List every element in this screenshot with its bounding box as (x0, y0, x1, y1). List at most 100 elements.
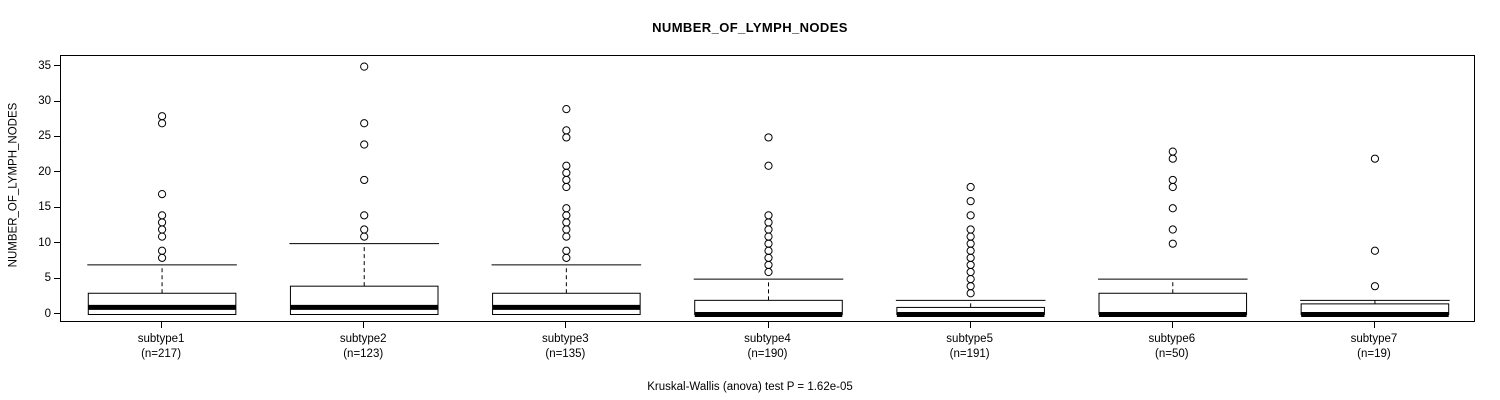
outlier-point (764, 267, 773, 277)
outlier-point (157, 112, 167, 121)
outlier-point (157, 253, 167, 262)
outlier-point (966, 239, 975, 248)
boxplot-series (87, 62, 1450, 318)
x-axis-tick (1171, 322, 1173, 328)
x-axis-tick-label: subtype1 (n=217) (138, 332, 185, 362)
outlier-point (966, 225, 975, 234)
outlier-point (966, 274, 975, 284)
outlier-point (764, 232, 773, 241)
outlier-point (764, 253, 773, 262)
x-axis-tick-label: subtype6 (n=50) (1148, 332, 1195, 362)
x-axis-group-name: subtype7 (1350, 333, 1398, 345)
x-axis-group-name: subtype4 (744, 333, 791, 345)
outlier-point (764, 225, 773, 234)
outlier-point (562, 232, 571, 241)
y-axis-tick-label: 0 (44, 307, 51, 320)
outlier-point (1168, 182, 1177, 192)
x-axis-tick (565, 322, 567, 328)
outlier-point (764, 211, 773, 220)
x-axis-tick-label: subtype3 (n=135) (542, 332, 589, 362)
outlier-point (562, 225, 571, 234)
outlier-point (360, 211, 369, 220)
x-axis-tick (161, 322, 163, 328)
x-axis-group-count: (n=123) (343, 348, 384, 360)
outlier-point (1168, 154, 1177, 163)
y-axis-tick-label: 25 (38, 130, 51, 143)
outlier-point (966, 260, 975, 270)
x-axis-group-name: subtype1 (137, 333, 185, 345)
outlier-point (360, 225, 369, 234)
outlier-point (360, 62, 369, 71)
x-axis-group-name: subtype6 (1148, 333, 1196, 345)
box-rect (87, 292, 237, 316)
y-axis-tick-mark (54, 100, 60, 102)
outlier-point (966, 211, 975, 220)
x-axis: subtype1 (n=217) subtype2 (n=123) subtype3 (n… (60, 322, 1475, 382)
outlier-point (966, 253, 975, 262)
outlier-point (562, 246, 571, 255)
outlier-point (360, 232, 369, 241)
box-group (1097, 147, 1248, 318)
box-group (491, 105, 642, 316)
y-axis-tick-label: 30 (38, 95, 51, 108)
outlier-point (1168, 147, 1177, 156)
outlier-point (562, 161, 571, 170)
x-axis-tick-label: subtype2 (n=123) (340, 332, 387, 362)
outlier-point (562, 253, 571, 262)
outlier-point (562, 133, 571, 142)
outlier-point (360, 140, 369, 149)
outlier-point (1168, 239, 1177, 248)
box-group (693, 133, 844, 318)
outlier-point (764, 218, 773, 227)
outlier-point (966, 232, 975, 241)
outlier-point (562, 211, 571, 220)
y-axis-tick-mark (54, 242, 60, 244)
y-axis-tick-mark (54, 313, 60, 314)
outlier-point (1370, 282, 1380, 291)
chart-title: NUMBER_OF_LYMPH_NODES (652, 20, 848, 35)
x-axis-tick (767, 322, 769, 328)
outlier-point (966, 289, 975, 298)
statistical-test-annotation: Kruskal-Wallis (anova) test P = 1.62e-05 (647, 381, 853, 393)
outlier-point (562, 175, 571, 185)
outlier-point (562, 218, 571, 227)
y-axis: 0 5 10 15 20 25 30 35 (0, 55, 60, 322)
outlier-point (1370, 154, 1380, 163)
outlier-point (157, 232, 167, 241)
outlier-point (562, 105, 571, 114)
x-axis-group-count: (n=19) (1357, 348, 1391, 360)
x-axis-tick-label: subtype4 (n=190) (744, 332, 791, 362)
y-axis-tick-label: 5 (44, 272, 51, 285)
x-axis-tick (363, 322, 365, 328)
outlier-point (1168, 204, 1177, 213)
x-axis-tick-label: subtype7 (n=19) (1351, 332, 1398, 362)
outlier-point (966, 267, 975, 277)
y-axis-tick-label: 10 (38, 236, 51, 249)
y-axis-tick-mark (54, 135, 60, 137)
box-group (1300, 154, 1450, 318)
x-axis-group-name: subtype5 (946, 333, 993, 345)
outlier-point (157, 218, 167, 227)
outlier-point (157, 225, 167, 234)
outlier-point (562, 168, 571, 177)
x-axis-group-name: subtype2 (339, 333, 387, 345)
box-rect (1098, 292, 1248, 316)
outlier-point (157, 246, 167, 255)
box-rect (289, 285, 439, 316)
box-group (87, 112, 237, 316)
x-axis-group-name: subtype3 (542, 333, 589, 345)
outlier-point (764, 239, 773, 248)
outlier-point (157, 119, 167, 128)
outlier-point (157, 211, 167, 220)
outlier-point (764, 246, 773, 255)
x-axis-group-count: (n=191) (949, 348, 990, 360)
y-axis-tick-label: 20 (38, 165, 51, 178)
plot-area (60, 55, 1475, 322)
outlier-point (966, 182, 975, 192)
outlier-point (157, 190, 167, 199)
y-axis-tick-label: 15 (38, 201, 51, 214)
x-axis-tick (1373, 322, 1375, 328)
y-axis-tick-mark (54, 171, 60, 173)
outlier-point (764, 161, 773, 170)
